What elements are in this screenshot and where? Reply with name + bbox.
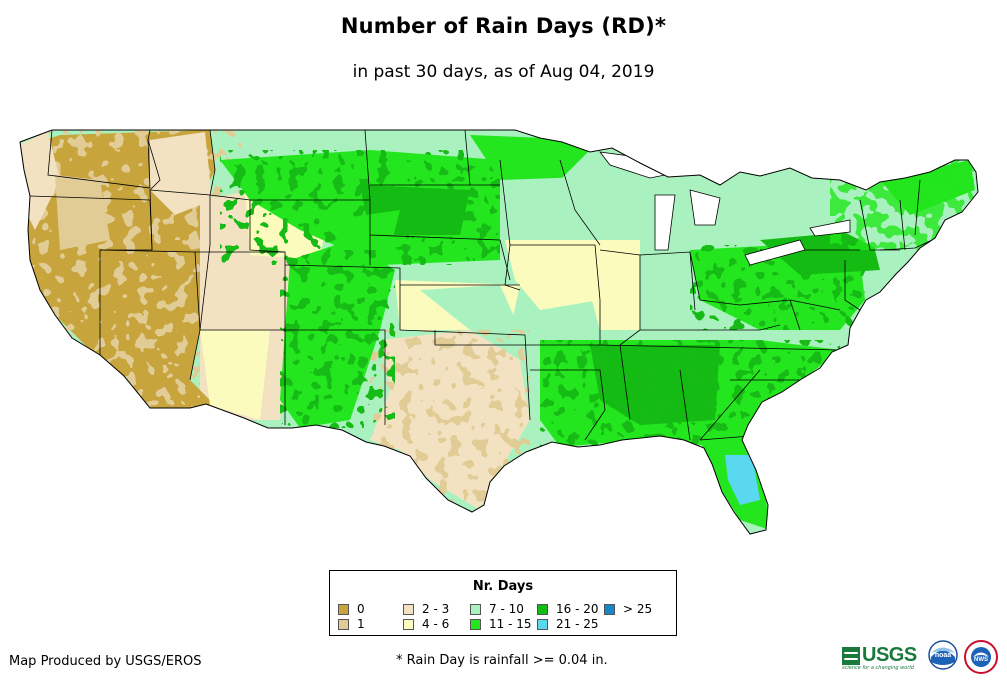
legend-title: Nr. Days — [472, 579, 534, 594]
legend-swatch — [338, 603, 349, 615]
legend: Nr. Days 0 1 2 - 3 4 - 6 7 - 10 11 - 15 … — [329, 570, 677, 636]
legend-label: 7 - 10 — [489, 602, 524, 616]
legend-swatch — [537, 618, 548, 630]
legend-item-7: 21 - 25 — [537, 617, 599, 631]
legend-swatch — [604, 603, 615, 615]
legend-item-4: 7 - 10 — [470, 602, 524, 616]
legend-label: 2 - 3 — [422, 602, 450, 616]
usgs-wordmark: USGS — [862, 644, 917, 666]
legend-item-5: 11 - 15 — [470, 617, 532, 631]
legend-label: 16 - 20 — [556, 602, 599, 616]
legend-swatch — [338, 618, 349, 630]
legend-label: > 25 — [623, 602, 653, 616]
agency-logos: USGS science for a changing world noaa N… — [842, 638, 1002, 678]
noaa-logo-icon: noaa — [928, 640, 958, 670]
legend-item-3: 4 - 6 — [403, 617, 449, 631]
legend-swatch — [403, 603, 414, 615]
us-rain-days-map — [0, 110, 1007, 550]
legend-item-1: 1 — [338, 617, 365, 631]
legend-swatch — [470, 603, 481, 615]
state-borders — [29, 130, 933, 441]
map-subtitle: in past 30 days, as of Aug 04, 2019 — [352, 62, 655, 82]
usgs-logo: USGS — [842, 644, 917, 667]
noaa-text: noaa — [935, 652, 951, 659]
legend-item-2: 2 - 3 — [403, 602, 449, 616]
legend-item-8: > 25 — [604, 602, 652, 616]
legend-swatch — [537, 603, 548, 615]
map-credit: Map Produced by USGS/EROS — [9, 654, 202, 669]
legend-label: 1 — [357, 617, 365, 631]
legend-item-6: 16 - 20 — [537, 602, 599, 616]
legend-label: 11 - 15 — [489, 617, 532, 631]
nws-text: NWS — [974, 657, 988, 663]
footnote: * Rain Day is rainfall >= 0.04 in. — [396, 653, 608, 668]
nws-logo-icon: NWS — [964, 640, 998, 674]
usgs-tagline: science for a changing world — [842, 665, 914, 671]
legend-item-0: 0 — [338, 602, 365, 616]
legend-swatch — [403, 618, 414, 630]
usgs-mark-icon — [842, 646, 860, 665]
legend-label: 0 — [357, 602, 365, 616]
legend-label: 4 - 6 — [422, 617, 450, 631]
legend-swatch — [470, 618, 481, 630]
legend-label: 21 - 25 — [556, 617, 599, 631]
map-title: Number of Rain Days (RD)* — [340, 14, 667, 38]
